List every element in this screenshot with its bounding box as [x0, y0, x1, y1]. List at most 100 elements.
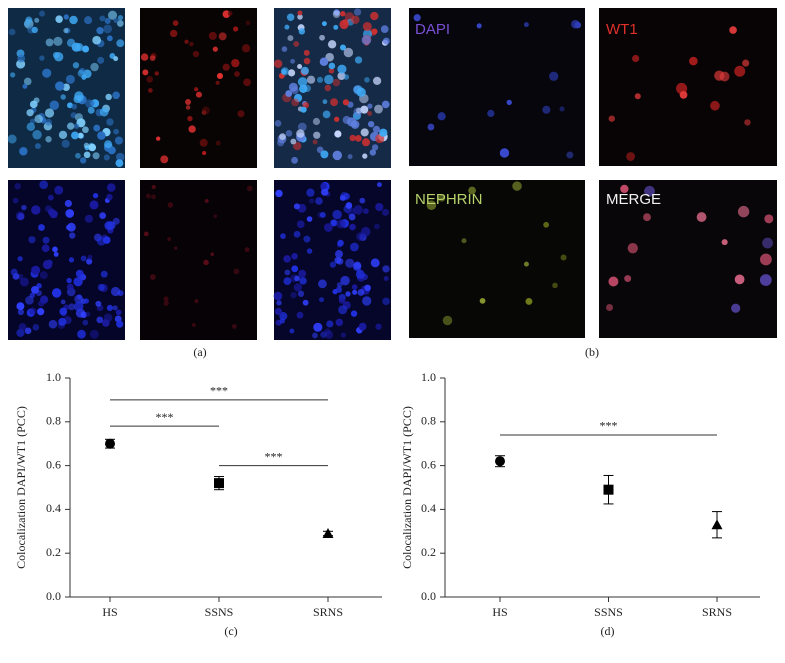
nucleus — [372, 125, 381, 134]
y-tick-label: 1.0 — [421, 370, 436, 384]
nucleus — [233, 26, 239, 32]
nucleus — [25, 16, 33, 24]
nucleus — [689, 56, 698, 66]
micrograph — [140, 8, 257, 168]
nucleus — [644, 185, 655, 197]
nucleus — [140, 53, 149, 61]
nucleus — [367, 103, 373, 109]
nucleus — [542, 105, 551, 114]
panel-caption: (a) — [193, 345, 206, 359]
x-tick-label: SSNS — [594, 605, 623, 619]
x-tick-label: HS — [102, 605, 117, 619]
nucleus — [203, 259, 209, 266]
nucleus — [297, 122, 307, 132]
marker — [603, 484, 614, 495]
nucleus — [324, 74, 334, 85]
nucleus — [350, 120, 360, 129]
nucleus — [306, 248, 313, 254]
nucleus — [41, 244, 50, 253]
nucleus — [280, 233, 286, 239]
nucleus — [75, 269, 84, 278]
nucleus — [349, 223, 356, 231]
nucleus — [382, 297, 390, 306]
nucleus — [215, 80, 220, 85]
nucleus — [29, 307, 37, 315]
significance-label: *** — [265, 449, 283, 463]
nucleus — [764, 214, 774, 224]
nucleus — [216, 72, 224, 80]
nucleus — [362, 153, 368, 159]
nucleus — [380, 25, 389, 33]
nucleus — [99, 15, 106, 22]
nucleus — [112, 305, 118, 311]
nucleus — [302, 299, 309, 306]
nucleus — [16, 328, 25, 337]
nucleus — [243, 78, 251, 87]
nucleus — [77, 329, 86, 339]
nucleus — [367, 120, 375, 128]
nucleus — [116, 320, 124, 328]
nucleus — [320, 182, 327, 190]
nucleus — [512, 181, 522, 191]
nucleus — [343, 74, 350, 80]
nucleus — [113, 17, 119, 24]
nucleus — [187, 115, 193, 122]
nucleus — [97, 131, 106, 140]
nucleus — [16, 302, 25, 311]
nucleus — [231, 58, 240, 68]
nucleus — [334, 116, 340, 122]
nucleus — [283, 255, 291, 263]
nucleus — [606, 304, 614, 312]
nucleus — [227, 11, 233, 16]
nucleus — [438, 194, 446, 202]
nucleus — [319, 57, 329, 67]
nucleus — [297, 14, 303, 20]
nucleus — [103, 24, 113, 34]
micrograph — [274, 180, 391, 340]
nucleus — [285, 130, 293, 137]
nucleus — [299, 277, 307, 285]
nucleus — [73, 277, 83, 287]
nucleus — [360, 128, 369, 137]
nucleus — [58, 317, 67, 326]
nucleus — [356, 87, 366, 97]
nucleus — [83, 142, 90, 149]
nucleus — [31, 205, 41, 215]
nucleus — [288, 82, 298, 92]
nucleus — [293, 230, 301, 238]
nucleus — [151, 184, 156, 190]
nucleus — [106, 35, 113, 42]
y-tick-label: 0.6 — [421, 457, 436, 471]
nucleus — [208, 31, 217, 40]
nucleus — [559, 106, 565, 112]
nucleus — [296, 220, 305, 229]
nucleus — [95, 300, 102, 307]
nucleus — [82, 45, 90, 53]
nucleus — [87, 254, 93, 260]
nucleus — [335, 250, 343, 259]
nucleus — [381, 100, 390, 109]
nucleus — [291, 265, 299, 273]
micrograph — [140, 180, 257, 340]
nucleus — [729, 26, 737, 34]
nucleus — [55, 15, 63, 23]
nucleus — [145, 193, 151, 199]
nucleus — [427, 123, 435, 131]
nucleus — [361, 138, 371, 147]
marker — [322, 527, 334, 538]
nucleus — [731, 303, 741, 313]
nucleus — [342, 99, 350, 106]
nucleus — [42, 236, 50, 244]
nucleus — [351, 15, 360, 25]
nucleus — [296, 129, 305, 138]
nucleus — [340, 275, 350, 286]
nucleus — [117, 15, 124, 21]
nucleus — [54, 185, 64, 195]
nucleus — [643, 213, 651, 222]
nucleus — [679, 90, 688, 99]
nucleus — [244, 247, 250, 253]
nucleus — [357, 289, 365, 296]
nucleus — [306, 216, 313, 222]
y-tick-label: 1.0 — [46, 370, 61, 384]
nucleus — [194, 299, 199, 304]
